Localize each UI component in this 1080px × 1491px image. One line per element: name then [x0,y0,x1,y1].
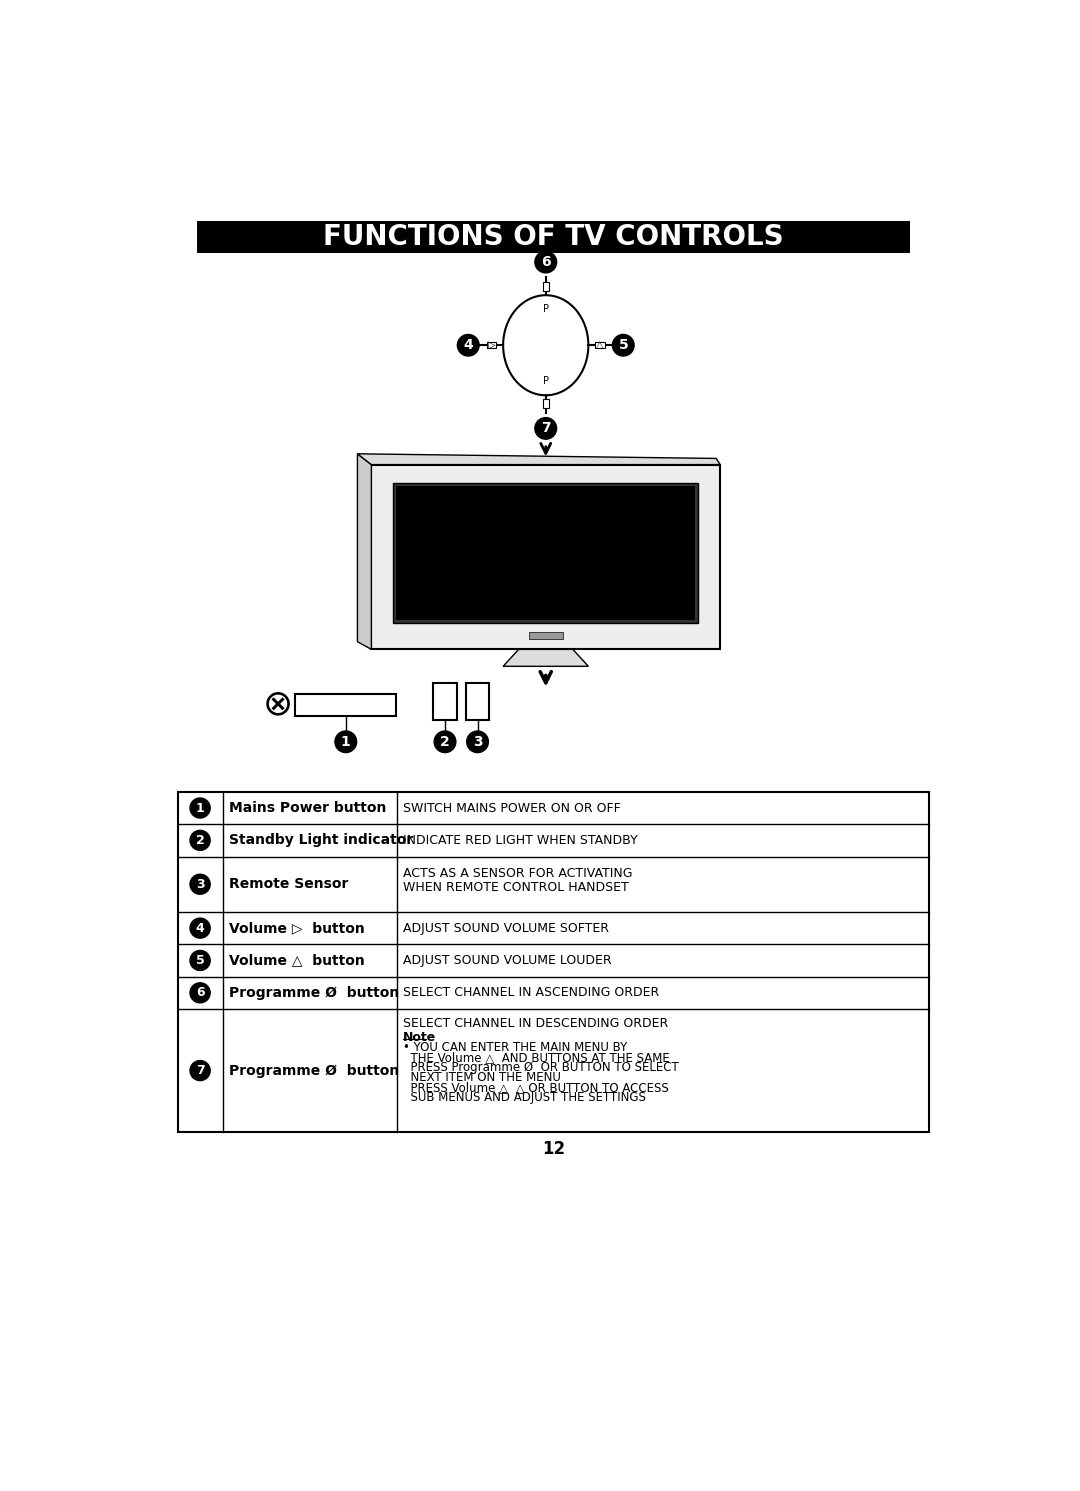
Polygon shape [503,650,589,666]
Circle shape [190,1060,211,1081]
Text: Note: Note [403,1030,436,1044]
Text: 1: 1 [195,802,204,814]
Circle shape [458,334,480,356]
Text: 2: 2 [195,833,204,847]
Text: SELECT CHANNEL IN DESCENDING ORDER: SELECT CHANNEL IN DESCENDING ORDER [403,1017,669,1030]
Circle shape [467,731,488,753]
Polygon shape [357,453,720,465]
Text: SUB MENUS AND ADJUST THE SETTINGS: SUB MENUS AND ADJUST THE SETTINGS [403,1091,646,1105]
Text: SWITCH MAINS POWER ON OR OFF: SWITCH MAINS POWER ON OR OFF [403,802,621,814]
Text: PRESS Programme Ø  OR BUTTON TO SELECT: PRESS Programme Ø OR BUTTON TO SELECT [403,1062,679,1075]
Text: THE Volume △  AND BUTTONS AT THE SAME: THE Volume △ AND BUTTONS AT THE SAME [403,1051,670,1065]
Text: 4: 4 [195,921,204,935]
Circle shape [190,983,211,1003]
Text: FUNCTIONS OF TV CONTROLS: FUNCTIONS OF TV CONTROLS [323,222,784,250]
Bar [393,483,699,623]
Bar [487,341,496,349]
Bar [396,486,696,620]
Circle shape [434,731,456,753]
Text: 5: 5 [195,954,204,968]
Bar [542,282,549,291]
Text: 2: 2 [441,735,450,748]
Text: 5: 5 [619,338,629,352]
Text: 3: 3 [195,878,204,890]
Circle shape [335,731,356,753]
Polygon shape [357,453,372,650]
Text: PRESS Volume △  △ OR BUTTON TO ACCESS: PRESS Volume △ △ OR BUTTON TO ACCESS [403,1081,669,1094]
Circle shape [190,874,211,895]
Text: Volume △  button: Volume △ button [229,953,365,968]
Circle shape [535,252,556,273]
Text: ⊗: ⊗ [264,687,294,722]
Text: 12: 12 [542,1141,565,1159]
Text: Volume ▷  button: Volume ▷ button [229,921,365,935]
Circle shape [190,950,211,971]
Text: Remote Sensor: Remote Sensor [229,877,348,892]
Text: P: P [543,304,549,315]
Text: WHEN REMOTE CONTROL HANDSET: WHEN REMOTE CONTROL HANDSET [403,881,629,895]
Text: 4: 4 [463,338,473,352]
Bar [177,792,930,1132]
Text: 6: 6 [195,987,204,999]
Circle shape [612,334,634,356]
Text: 3: 3 [473,735,483,748]
Bar [542,400,549,409]
Text: ADJUST SOUND VOLUME SOFTER: ADJUST SOUND VOLUME SOFTER [403,921,609,935]
Bar [296,693,396,716]
Text: Standby Light indicator: Standby Light indicator [229,833,413,847]
Text: 7: 7 [541,422,551,435]
Text: Programme Ø  button: Programme Ø button [229,986,399,1000]
Text: ▷: ▷ [488,340,496,350]
Text: • YOU CAN ENTER THE MAIN MENU BY: • YOU CAN ENTER THE MAIN MENU BY [403,1041,627,1054]
Bar [595,341,605,349]
Text: NEXT ITEM ON THE MENU: NEXT ITEM ON THE MENU [403,1072,561,1084]
Circle shape [190,830,211,850]
Bar [433,683,457,720]
Text: 7: 7 [195,1065,204,1077]
Circle shape [190,918,211,938]
Bar [372,465,720,650]
Text: ADJUST SOUND VOLUME LOUDER: ADJUST SOUND VOLUME LOUDER [403,954,611,968]
Bar [465,683,489,720]
Text: △: △ [596,340,604,350]
Text: P: P [543,376,549,386]
Text: ACTS AS A SENSOR FOR ACTIVATING: ACTS AS A SENSOR FOR ACTIVATING [403,868,633,880]
Text: Programme Ø  button: Programme Ø button [229,1063,399,1078]
Text: SELECT CHANNEL IN ASCENDING ORDER: SELECT CHANNEL IN ASCENDING ORDER [403,987,660,999]
Circle shape [535,417,556,440]
Bar [197,221,910,253]
Text: Mains Power button: Mains Power button [229,801,387,816]
Circle shape [190,798,211,819]
Text: 6: 6 [541,255,551,268]
Text: 1: 1 [341,735,351,748]
Bar [529,632,563,638]
Text: INDICATE RED LIGHT WHEN STANDBY: INDICATE RED LIGHT WHEN STANDBY [403,833,638,847]
